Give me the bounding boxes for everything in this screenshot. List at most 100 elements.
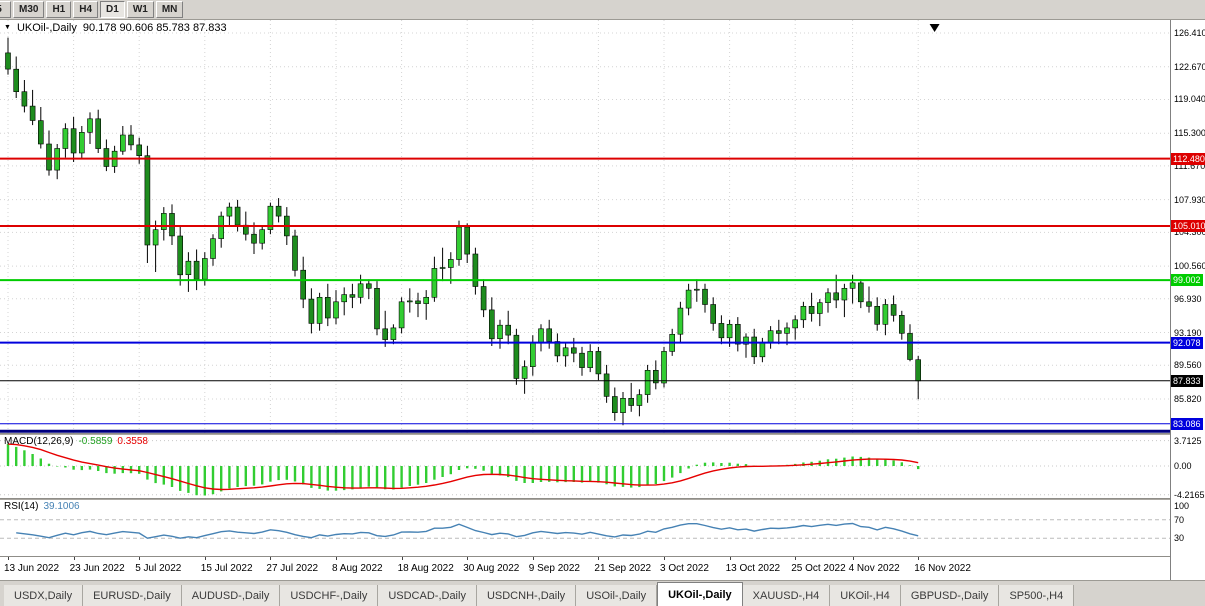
timeframe-button-h1[interactable]: H1: [46, 1, 72, 18]
main-chart-panel[interactable]: ▼ UKOil-,Daily 90.178 90.606 85.783 87.8…: [0, 20, 1170, 433]
main-chart-canvas[interactable]: [0, 20, 1170, 433]
collapse-chart-arrow-icon[interactable]: ▼: [4, 24, 11, 31]
macd-axis-label: 0.00: [1174, 461, 1192, 471]
chart-symbol-period: UKOil-,Daily: [16, 22, 77, 34]
chart-ohlc-values: 90.178 90.606 85.783 87.833: [82, 22, 227, 34]
date-tick-mark: [532, 557, 534, 560]
macd-label: MACD(12,26,9) -0.5859 0.3558: [4, 436, 148, 447]
chart-tab-usdchf-daily[interactable]: USDCHF-,Daily: [280, 585, 379, 606]
price-axis-tick: 107.930: [1174, 194, 1205, 205]
date-label: 15 Jul 2022: [200, 563, 253, 574]
panel-splitter[interactable]: [0, 433, 1205, 435]
date-label: 4 Nov 2022: [848, 563, 900, 574]
price-level-badge: 92.078: [1171, 336, 1203, 349]
date-label: 21 Sep 2022: [594, 563, 652, 574]
date-tick-mark: [401, 557, 403, 560]
date-tick-mark: [8, 557, 9, 560]
date-tick-mark: [664, 557, 665, 560]
price-level-badge: 83.086: [1171, 417, 1203, 430]
price-axis-tick: 104.300: [1174, 227, 1205, 238]
macd-histogram: [6, 443, 920, 496]
price-level-badge: 105.010: [1171, 219, 1205, 232]
price-axis-tick: 100.560: [1174, 261, 1205, 272]
rsi-line: [16, 522, 919, 539]
price-level-badge: 112.480: [1171, 152, 1205, 165]
date-tick-mark: [852, 557, 854, 560]
price-axis-tick: 122.670: [1174, 61, 1205, 72]
macd-name: MACD(12,26,9): [4, 436, 74, 447]
date-tick-mark: [467, 557, 469, 560]
date-tick-mark: [918, 557, 920, 560]
date-label: 25 Oct 2022: [791, 563, 846, 574]
date-label: 27 Jul 2022: [266, 563, 319, 574]
rsi-label: RSI(14) 39.1006: [4, 501, 80, 512]
timeframe-button-m30[interactable]: M30: [13, 1, 45, 18]
macd-signal-line: [7, 443, 919, 491]
chart-tab-usdx-daily[interactable]: USDX,Daily: [4, 585, 84, 606]
macd-axis-label: 3.7125: [1174, 435, 1202, 446]
chart-tab-usdcnh-daily[interactable]: USDCNH-,Daily: [476, 585, 577, 606]
date-tick-mark: [729, 557, 731, 560]
timeframe-button-w1[interactable]: W1: [126, 1, 154, 18]
grid-horizontal: [0, 32, 1170, 400]
date-label: 9 Sep 2022: [528, 563, 580, 574]
rsi-canvas[interactable]: [0, 500, 1170, 554]
rsi-name: RSI(14): [4, 501, 39, 512]
date-tick-mark: [336, 557, 337, 560]
price-axis-tick: 119.040: [1174, 94, 1205, 105]
date-tick-mark: [598, 557, 600, 560]
date-label: 30 Aug 2022: [463, 563, 520, 574]
chart-tab-xauusd-h4[interactable]: XAUUSD-,H4: [742, 585, 831, 606]
date-label: 18 Aug 2022: [397, 563, 454, 574]
date-tick-mark: [73, 557, 75, 560]
date-label: 8 Aug 2022: [332, 563, 383, 574]
timeframe-button-5[interactable]: 5: [0, 1, 11, 18]
chart-tab-sp500-h4[interactable]: SP500-,H4: [999, 585, 1075, 606]
date-label: 13 Jun 2022: [4, 563, 60, 574]
date-tick-mark: [795, 557, 797, 560]
macd-axis-label: -4.2165: [1174, 489, 1205, 500]
date-axis[interactable]: 13 Jun 2022 23 Jun 2022 5 Jul 2022 15 Jul 2…: [0, 556, 1170, 580]
macd-indicator-panel[interactable]: MACD(12,26,9) -0.5859 0.3558: [0, 435, 1170, 498]
chart-tab-usoil-daily[interactable]: USOil-,Daily: [576, 585, 658, 606]
rsi-value: 39.1006: [43, 501, 80, 512]
price-axis[interactable]: 126.410 122.670 119.040 115.300 111.670 107.9…: [1170, 20, 1205, 580]
chart-tab-eurusd-daily[interactable]: EURUSD-,Daily: [83, 585, 182, 606]
candles: [5, 37, 922, 426]
price-level-badge: 87.833: [1171, 374, 1203, 387]
date-label: 5 Jul 2022: [135, 563, 182, 574]
rsi-axis-label: 100: [1174, 501, 1190, 511]
rsi-indicator-panel[interactable]: RSI(14) 39.1006: [0, 500, 1170, 554]
date-label: 16 Nov 2022: [914, 563, 971, 574]
chart-tab-bar: USDX,Daily EURUSD-,Daily AUDUSD-,Daily USDC…: [0, 580, 1205, 606]
timeframe-button-d1[interactable]: D1: [100, 1, 125, 18]
chart-tab-usdcad-daily[interactable]: USDCAD-,Daily: [378, 585, 477, 606]
date-tick-mark: [139, 557, 141, 560]
timeframe-button-mn[interactable]: MN: [155, 1, 184, 18]
price-axis-tick: 126.410: [1174, 28, 1205, 38]
price-axis-tick: 115.300: [1174, 128, 1205, 139]
price-axis-tick: 89.560: [1174, 360, 1202, 371]
chart-tab-ukoil-daily[interactable]: UKOil-,Daily: [657, 582, 743, 606]
arrow-down-marker-icon[interactable]: [929, 24, 940, 32]
chart-tab-gbpusd-daily[interactable]: GBPUSD-,Daily: [900, 585, 1000, 606]
macd-signal-value: 0.3558: [117, 436, 148, 447]
timeframe-button-h4[interactable]: H4: [73, 1, 99, 18]
price-axis-tick: 85.820: [1174, 394, 1202, 404]
rsi-axis-label: 30: [1174, 533, 1185, 544]
panel-splitter[interactable]: [0, 498, 1205, 500]
date-tick-mark: [204, 557, 206, 560]
chart-tab-ukoil-h4[interactable]: UKOil-,H4: [830, 585, 901, 606]
date-label: 13 Oct 2022: [725, 563, 781, 574]
price-axis-tick: 96.930: [1174, 293, 1202, 304]
timeframe-toolbar: 5M30H1H4D1W1MN: [0, 0, 1205, 20]
date-tick-mark: [270, 557, 272, 560]
rsi-axis-label: 70: [1174, 514, 1185, 525]
chart-tab-audusd-daily[interactable]: AUDUSD-,Daily: [181, 585, 281, 606]
macd-main-value: -0.5859: [78, 436, 113, 447]
price-level-badge: 99.002: [1171, 274, 1203, 287]
price-axis-tick: 93.190: [1174, 327, 1202, 338]
macd-canvas[interactable]: [0, 435, 1170, 498]
date-label: 23 Jun 2022: [69, 563, 125, 574]
